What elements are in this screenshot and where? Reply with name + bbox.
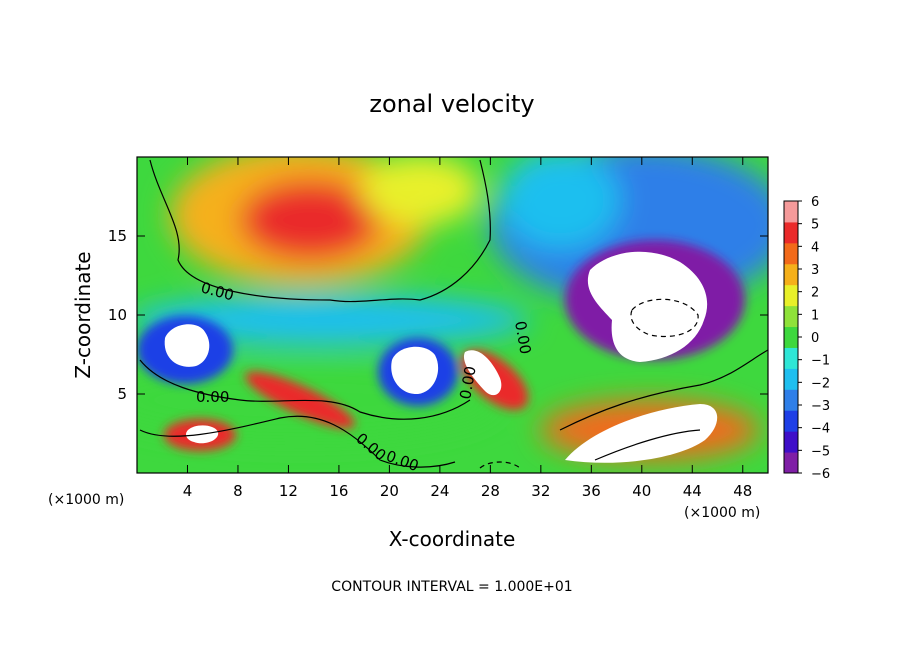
colorbar-swatch (784, 368, 798, 390)
colorbar-tick-label: −6 (811, 467, 830, 482)
contour-zero-right (559, 349, 768, 431)
colorbar-swatch (784, 410, 798, 432)
colorbar-tick-label: 4 (811, 240, 819, 255)
colorbar-swatch (784, 305, 798, 328)
saturated-region-4 (565, 404, 718, 463)
x-tick-label: 48 (733, 482, 752, 500)
x-tick-label: 24 (430, 482, 449, 500)
contour-negative-2 (479, 461, 521, 469)
colorbar-swatch (784, 221, 798, 244)
colorbar-tick-label: −5 (811, 444, 830, 459)
contour-label: 0.00 (456, 365, 480, 401)
colorbar-tick-label: 2 (811, 286, 819, 301)
y-tick-label: 10 (108, 306, 127, 324)
colorbar-tick-label: 3 (811, 263, 819, 278)
colorbar-swatch (784, 326, 798, 348)
x-tick-label: 36 (582, 482, 601, 500)
x-tick-label: 4 (183, 482, 193, 500)
x-tick-label: 44 (683, 482, 702, 500)
contour-zero-bottom (139, 415, 456, 468)
saturated-region-3 (587, 251, 708, 362)
y-tick-label: 15 (108, 227, 127, 245)
x-tick-label: 8 (233, 482, 243, 500)
contour-interval-note: CONTOUR INTERVAL = 1.000E+01 (331, 579, 572, 595)
x-tick-label: 28 (481, 482, 500, 500)
colorbar-tick-label: 1 (811, 308, 819, 323)
saturated-region-1 (164, 324, 210, 367)
x-units-left: (×1000 m) (48, 492, 124, 508)
x-axis-title: X-coordinate (389, 527, 516, 551)
colorbar-tick-label: −4 (811, 422, 830, 437)
contour-lines (139, 159, 768, 469)
x-tick-label: 12 (279, 482, 298, 500)
contour-zero-lower (139, 359, 471, 420)
contour-negative-1 (630, 298, 699, 338)
colorbar-tick-label: 5 (811, 218, 819, 233)
colorbar-tick-label: −1 (811, 354, 830, 369)
colorbar-swatch (784, 389, 798, 411)
colorbar-tick-label: −3 (811, 399, 830, 414)
contour-zero-upper (149, 159, 491, 303)
colorbar-swatch (784, 347, 798, 369)
colorbar-swatch (784, 263, 798, 286)
colorbar-swatch (784, 201, 798, 223)
x-axis: 4 8 12 16 20 24 28 32 36 40 44 48 (183, 157, 752, 500)
colorbar-swatch (784, 431, 798, 453)
saturated-region-5 (463, 350, 502, 396)
y-tick-label: 5 (117, 385, 127, 403)
colorbar-swatch (784, 242, 798, 265)
colorbar-swatch (784, 284, 798, 307)
plot-area (137, 157, 768, 473)
colorbar-tick-label: 6 (811, 195, 819, 210)
y-axis: 5 10 15 (108, 227, 768, 403)
chart-title: zonal velocity (369, 90, 534, 118)
x-tick-label: 40 (632, 482, 651, 500)
field-cyan-mid (137, 295, 530, 345)
y-axis-title: Z-coordinate (71, 251, 95, 378)
colorbar: 6 5 4 3 2 1 0 −1 −2 −3 −4 −5 −6 (783, 195, 830, 482)
contour-label: 0.00 (196, 388, 229, 406)
field-hot-core (240, 180, 380, 260)
field-yellow-band (360, 157, 480, 225)
x-tick-label: 20 (380, 482, 399, 500)
colorbar-tick-label: 0 (811, 331, 819, 346)
x-tick-label: 32 (531, 482, 550, 500)
x-tick-label: 16 (329, 482, 348, 500)
colorbar-tick-label: −2 (811, 376, 830, 391)
colorbar-swatch (784, 452, 798, 474)
field-cyan-right (500, 157, 620, 250)
contour-positive (594, 429, 701, 461)
saturated-region-2 (391, 346, 439, 395)
contour-label: 0.00 (511, 320, 535, 356)
x-units-right: (×1000 m) (684, 505, 760, 521)
